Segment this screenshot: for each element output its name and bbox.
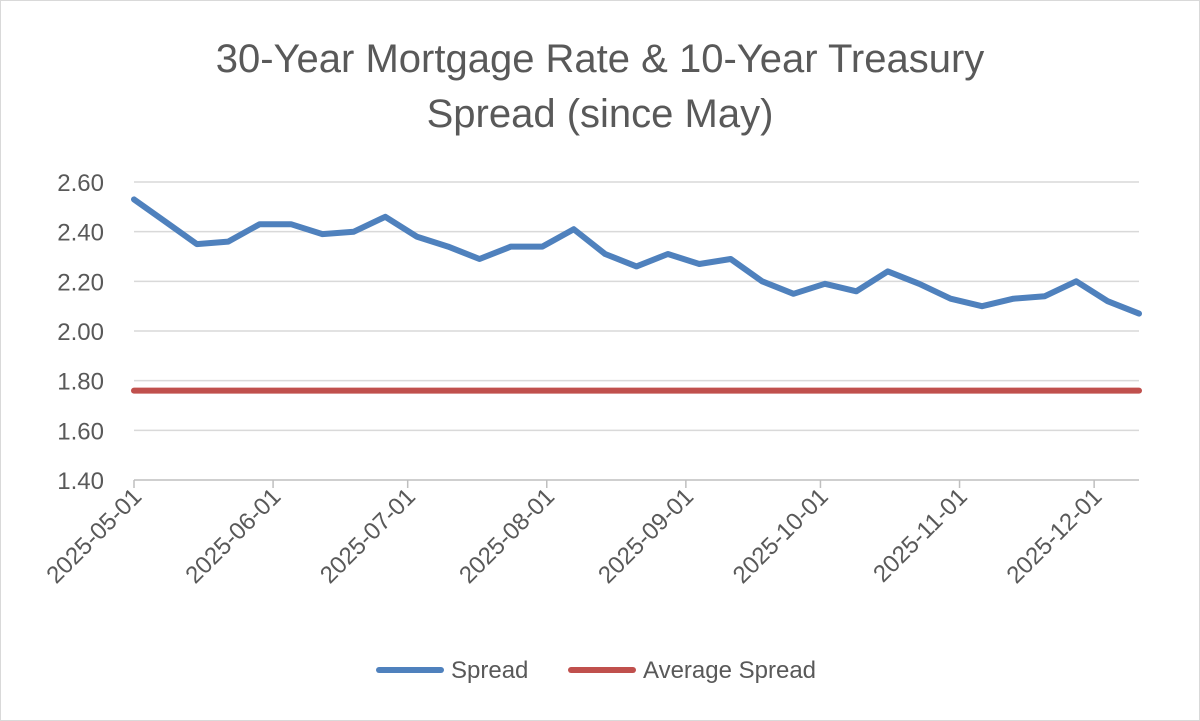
x-axis [133, 479, 1139, 488]
chart-title: 30-Year Mortgage Rate & 10-Year Treasury… [216, 37, 985, 136]
x-tick-label: 2025-08-01 [454, 483, 560, 589]
y-axis-tick-labels: 1.40 1.60 1.80 2.00 2.20 2.40 2.60 [57, 170, 104, 495]
x-tick-label: 2025-11-01 [868, 483, 973, 588]
legend-label-average-spread: Average Spread [643, 657, 816, 684]
x-tick-label: 2025-07-01 [315, 483, 421, 589]
y-tick-label: 2.60 [57, 170, 104, 197]
gridlines [134, 181, 1139, 432]
y-tick-label: 1.60 [57, 418, 104, 445]
series-line-spread [131, 196, 1142, 317]
x-tick-label: 2025-06-01 [180, 483, 286, 589]
y-tick-label: 1.40 [57, 468, 104, 495]
chart-title-line-2: Spread (since May) [427, 92, 774, 136]
x-tick-label: 2025-05-01 [41, 483, 147, 589]
y-tick-label: 1.80 [57, 369, 104, 396]
x-tick-label: 2025-12-01 [1001, 483, 1107, 589]
y-tick-label: 2.20 [57, 269, 104, 296]
chart-title-line-1: 30-Year Mortgage Rate & 10-Year Treasury [216, 37, 985, 81]
x-tick-label: 2025-09-01 [593, 483, 699, 589]
y-tick-label: 2.00 [57, 319, 104, 346]
legend-label-spread: Spread [451, 657, 528, 684]
legend: Spread Average Spread [376, 657, 816, 684]
x-tick-label: 2025-10-01 [728, 483, 834, 589]
x-axis-tick-labels: 2025-05-01 2025-06-01 2025-07-01 2025-08-01… [41, 483, 1107, 589]
y-tick-label: 2.40 [57, 220, 104, 247]
series-lines [131, 196, 1142, 394]
